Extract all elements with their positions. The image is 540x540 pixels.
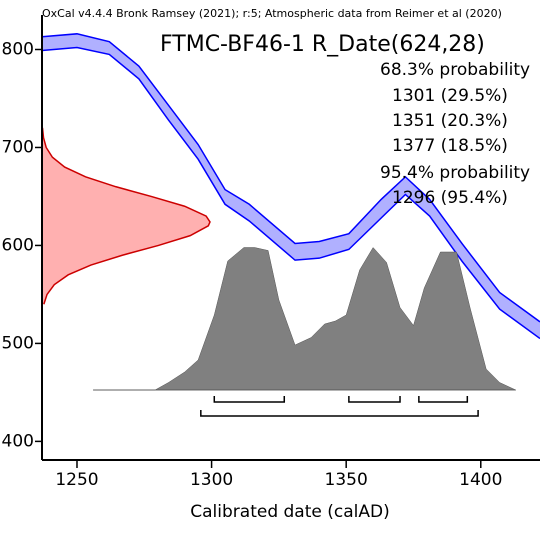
radiocarbon-line (41, 127, 211, 305)
x-tick-label: 1400 (459, 470, 502, 490)
range-bracket (200, 410, 479, 417)
x-tick-label: 1300 (190, 470, 233, 490)
range-label: 1351 (20.3%) (392, 111, 508, 131)
x-tick-label: 1250 (55, 470, 98, 490)
calibration-band (42, 33, 540, 339)
calibration-upper (41, 33, 540, 323)
range-label: 1301 (29.5%) (392, 86, 508, 106)
x-tick-label: 1350 (325, 470, 368, 490)
prob-heading: 68.3% probability (380, 60, 530, 80)
range-label: 1377 (18.5%) (392, 136, 508, 156)
posterior-area (93, 247, 516, 391)
range-bracket (348, 396, 401, 403)
x-axis-label: Calibrated date (calAD) (190, 502, 389, 522)
range-bracket (213, 396, 286, 403)
y-tick-label: 800 (2, 39, 34, 59)
range-bracket (418, 396, 469, 403)
calibration-lower (41, 46, 540, 340)
radiocarbon-area (42, 127, 210, 305)
y-tick-label: 500 (2, 333, 34, 353)
chart-note: OxCal v4.4.4 Bronk Ramsey (2021); r:5; A… (42, 7, 502, 20)
range-label: 1296 (95.4%) (392, 188, 508, 208)
y-tick-label: 400 (2, 431, 34, 451)
prob-heading: 95.4% probability (380, 163, 530, 183)
y-tick-label: 600 (2, 235, 34, 255)
chart-title: FTMC-BF46-1 R_Date(624,28) (160, 32, 485, 57)
y-tick-label: 700 (2, 137, 34, 157)
